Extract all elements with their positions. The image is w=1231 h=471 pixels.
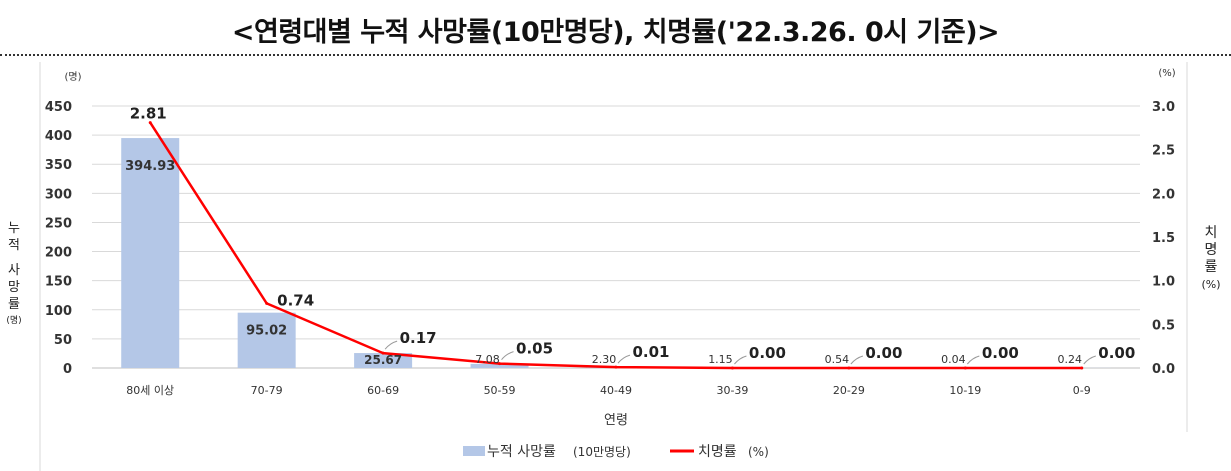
- line-data-label: 0.00: [982, 344, 1019, 362]
- bar-data-label: 25.67: [364, 353, 402, 367]
- bar-data-label: 0.54: [825, 353, 850, 366]
- x-tick-label: 40-49: [600, 384, 632, 397]
- line-data-label: 0.01: [632, 343, 669, 361]
- line-data-label: 0.17: [400, 329, 437, 347]
- bar: [121, 138, 180, 368]
- line-point: [730, 366, 734, 370]
- x-tick-label: 60-69: [367, 384, 399, 397]
- data-label-leader: [501, 351, 514, 360]
- legend-suffix-bar: (10만명당): [573, 445, 631, 459]
- x-axis-title: 연령: [604, 413, 628, 428]
- bar: [237, 312, 296, 368]
- data-label-leader: [1083, 355, 1096, 365]
- x-tick-label: 10-19: [949, 384, 981, 397]
- x-tick-label: 20-29: [833, 384, 865, 397]
- y-unit-label: (명): [64, 71, 81, 83]
- line-point: [847, 366, 851, 370]
- y2-tick-label: 0.0: [1152, 362, 1175, 377]
- line-data-label: 0.74: [277, 291, 314, 309]
- y-tick-label: 150: [45, 275, 72, 290]
- x-tick-label: 0-9: [1073, 384, 1091, 397]
- bar-data-label: 0.04: [941, 353, 966, 366]
- y2-tick-label: 0.5: [1152, 318, 1175, 333]
- legend-bar-swatch: [463, 446, 485, 456]
- data-label-leader: [850, 355, 864, 365]
- y2-tick-label: 3.0: [1152, 100, 1175, 115]
- bar-data-label: 95.02: [246, 324, 287, 339]
- bar: [354, 353, 413, 368]
- y2-tick-label: 1.5: [1152, 231, 1175, 246]
- bar-data-label: 394.93: [125, 159, 175, 174]
- y-tick-label: 100: [45, 304, 72, 319]
- line-point: [1080, 366, 1084, 370]
- y-axis-title-right: 치 명 률 (%): [1201, 225, 1221, 291]
- bar-data-label: 0.24: [1058, 353, 1083, 366]
- y2-unit-label: (%): [1158, 68, 1175, 79]
- y2-tick-label: 1.0: [1152, 275, 1175, 290]
- legend-suffix-line: (%): [748, 445, 769, 459]
- data-label-leader: [966, 355, 980, 365]
- x-tick-label: 80세 이상: [126, 384, 174, 397]
- y-tick-label: 50: [54, 333, 72, 348]
- y-tick-label: 450: [45, 100, 72, 115]
- line-point: [498, 362, 502, 366]
- title-divider: [0, 54, 1231, 56]
- bar-data-label: 2.30: [592, 353, 617, 366]
- bar-data-label: 1.15: [708, 353, 733, 366]
- bar: [470, 363, 529, 368]
- y2-tick-label: 2.5: [1152, 144, 1175, 159]
- x-tick-label: 30-39: [716, 384, 748, 397]
- y-axis-title-left: 누 적 사 망 률 (명): [6, 221, 22, 326]
- line-point: [614, 365, 618, 369]
- line-data-label: 0.05: [516, 340, 553, 358]
- y-tick-label: 400: [45, 129, 72, 144]
- data-label-leader: [384, 340, 398, 350]
- x-tick-label: 70-79: [251, 384, 283, 397]
- line-data-label: 0.00: [1098, 344, 1135, 362]
- legend-label-line: 치명률: [698, 444, 737, 460]
- line-data-label: 0.00: [749, 344, 786, 362]
- data-label-leader: [734, 355, 747, 365]
- line-point: [381, 351, 385, 355]
- line-data-label: 0.00: [865, 344, 902, 362]
- y-tick-label: 0: [63, 362, 72, 377]
- y-tick-label: 250: [45, 216, 72, 231]
- page-title: <연령대별 누적 사망률(10만명당), 치명률('22.3.26. 0시 기준…: [231, 17, 1000, 48]
- y-tick-label: 300: [45, 187, 72, 202]
- line-data-label: 2.81: [130, 105, 167, 123]
- y-tick-label: 200: [45, 246, 72, 261]
- y2-tick-label: 2.0: [1152, 187, 1175, 202]
- bar-data-label: 7.08: [475, 353, 500, 366]
- line-point: [963, 366, 967, 370]
- line-point: [148, 121, 152, 125]
- data-label-leader: [617, 354, 631, 364]
- legend-label-bar: 누적 사망률: [487, 444, 556, 460]
- y-tick-label: 350: [45, 158, 72, 173]
- line-point: [265, 301, 269, 305]
- x-tick-label: 50-59: [484, 384, 516, 397]
